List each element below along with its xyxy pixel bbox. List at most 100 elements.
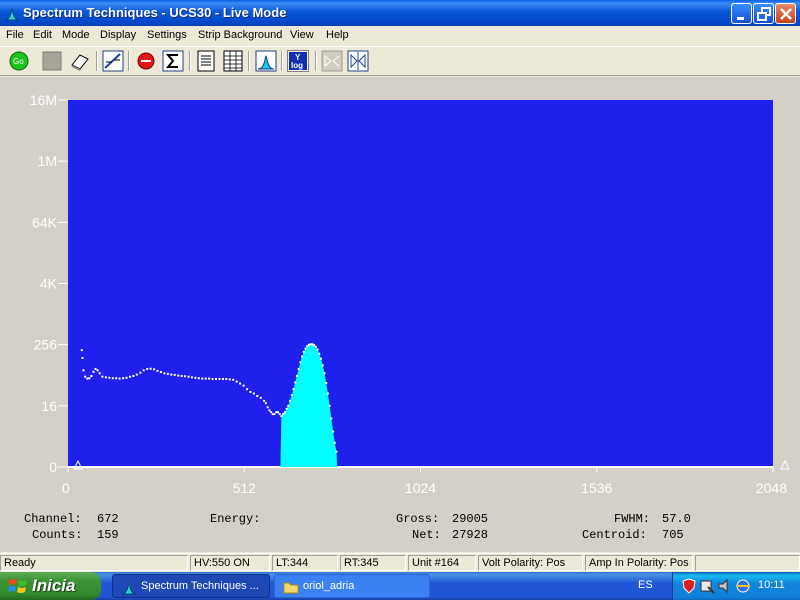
menu-file[interactable]: File: [6, 29, 24, 41]
previous-peak-icon[interactable]: [321, 50, 343, 72]
y-tick-label: 1M: [38, 153, 57, 169]
network-icon[interactable]: [735, 578, 751, 594]
toolbar: Go Y l: [0, 46, 800, 76]
data-point: [166, 372, 169, 375]
data-point: [332, 430, 335, 433]
data-point: [323, 372, 326, 375]
fwhm-value: 57.0: [662, 512, 691, 526]
data-point: [266, 406, 269, 409]
data-point: [104, 376, 107, 379]
minimize-button[interactable]: [731, 3, 752, 24]
fwhm-label: FWHM:: [614, 512, 651, 526]
calibrate-icon[interactable]: [102, 50, 124, 72]
data-point: [289, 399, 291, 402]
close-button[interactable]: [775, 3, 796, 24]
data-point: [330, 417, 333, 420]
peak-icon[interactable]: [255, 50, 277, 72]
net-label: Net:: [412, 528, 441, 542]
spectrum-panel: 16M 1M 64K 4K 256 16 0 0 512 1024 1536 2048 Channel…: [0, 77, 800, 552]
data-point: [146, 368, 149, 370]
gross-label: Gross:: [396, 512, 440, 526]
eraser-icon[interactable]: [69, 50, 91, 72]
report-icon[interactable]: [195, 50, 217, 72]
toolbar-separator: [315, 51, 317, 71]
safely-remove-icon[interactable]: [699, 578, 715, 594]
data-point: [326, 392, 329, 395]
roi-icon[interactable]: [135, 50, 157, 72]
data-point: [187, 375, 190, 378]
data-point: [264, 402, 267, 405]
net-value: 27928: [452, 528, 489, 542]
security-shield-icon[interactable]: [681, 578, 697, 594]
menu-mode[interactable]: Mode: [62, 29, 90, 41]
data-point: [294, 381, 297, 384]
right-scroll-arrow-icon[interactable]: [780, 459, 790, 470]
data-point: [170, 373, 173, 376]
app-peak-icon: [121, 583, 137, 595]
restore-button[interactable]: [753, 3, 774, 24]
data-point: [184, 375, 186, 378]
task-spectrum-techniques[interactable]: Spectrum Techniques ...: [112, 574, 270, 598]
app-peak-icon: [4, 5, 20, 21]
spectrum-chart[interactable]: 16M 1M 64K 4K 256 16 00 512 1024 1536 2048: [0, 77, 800, 552]
menu-display[interactable]: Display: [100, 29, 137, 41]
data-point: [259, 396, 262, 399]
status-bar: Ready HV:550 ON LT:344 RT:345 Unit #164 …: [0, 553, 800, 571]
menu-help[interactable]: Help: [326, 29, 349, 41]
channel-label: Channel:: [24, 512, 82, 526]
menu-view[interactable]: View: [290, 29, 314, 41]
task-label: Spectrum Techniques ...: [141, 580, 259, 592]
volume-icon[interactable]: [717, 578, 733, 594]
data-point: [81, 357, 84, 359]
data-point: [190, 376, 193, 379]
x-tick-label: 2048: [756, 480, 787, 496]
menu-edit[interactable]: Edit: [33, 29, 52, 41]
menu-bar: File Edit Mode Display Settings Strip Ba…: [0, 26, 800, 45]
data-point: [197, 377, 200, 380]
data-point: [208, 377, 211, 380]
title-bar[interactable]: Spectrum Techniques - UCS30 - Live Mode: [0, 0, 800, 26]
data-point: [301, 355, 304, 358]
data-point: [333, 441, 336, 444]
y-tick-label: 4K: [40, 276, 58, 292]
centroid-value: 705: [662, 528, 684, 542]
status-live-time: LT:344: [272, 555, 338, 571]
data-point: [80, 349, 83, 352]
toolbar-separator: [189, 51, 191, 71]
data-point: [122, 377, 125, 380]
data-point: [306, 345, 309, 348]
status-ready: Ready: [0, 555, 188, 571]
data-point: [287, 404, 290, 407]
go-icon[interactable]: Go: [8, 50, 30, 72]
sum-icon[interactable]: [162, 50, 184, 72]
next-peak-icon[interactable]: [347, 50, 369, 72]
data-point: [263, 399, 266, 402]
log-scale-icon[interactable]: Y log: [287, 50, 309, 72]
data-point: [132, 375, 135, 377]
data-point: [82, 369, 85, 372]
data-point: [295, 375, 298, 377]
stop-icon[interactable]: [41, 50, 63, 72]
counts-value: 159: [97, 528, 119, 542]
data-point: [204, 377, 207, 380]
language-indicator[interactable]: ES: [638, 579, 653, 591]
data-point: [96, 369, 99, 372]
task-label: oriol_adria: [303, 580, 355, 592]
channel-value: 672: [97, 512, 119, 526]
data-point: [108, 376, 111, 379]
data-point: [270, 411, 273, 414]
data-point: [292, 388, 295, 391]
data-point: [256, 395, 259, 397]
data-point: [282, 413, 285, 416]
menu-strip-background[interactable]: Strip Background: [198, 29, 283, 41]
task-oriol-adria[interactable]: oriol_adria: [274, 574, 430, 598]
status-hv: HV:550 ON: [190, 555, 270, 571]
left-scroll-arrow-icon[interactable]: [73, 459, 83, 470]
windows-logo-icon: [8, 579, 27, 593]
data-point: [111, 377, 114, 380]
centroid-label: Centroid:: [582, 528, 647, 542]
menu-settings[interactable]: Settings: [147, 29, 187, 41]
start-button[interactable]: Inicia: [0, 572, 101, 600]
data-point: [88, 377, 91, 380]
table-icon[interactable]: [222, 50, 244, 72]
